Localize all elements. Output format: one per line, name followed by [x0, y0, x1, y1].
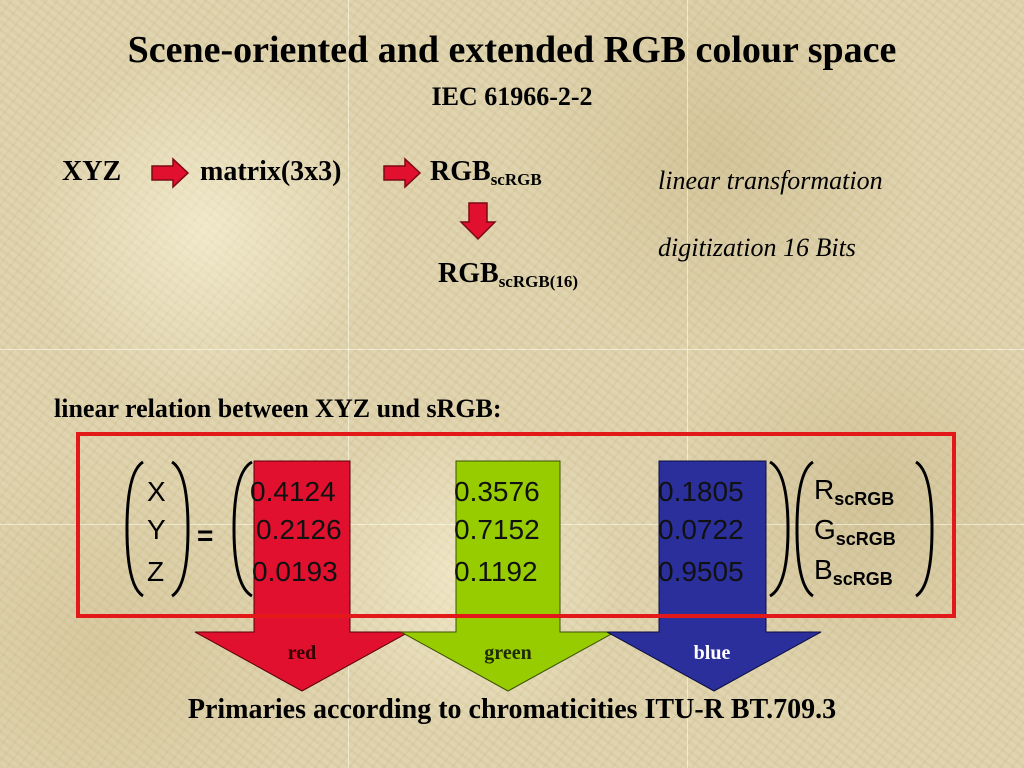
- vector-g: GscRGB: [814, 514, 896, 549]
- red-primary-arrow: [194, 460, 410, 692]
- flow-matrix-label: matrix(3x3): [200, 156, 342, 187]
- right-paren-matrix: [769, 460, 790, 598]
- tile-seam: [348, 0, 349, 768]
- matrix-cell: 0.1805: [658, 476, 744, 507]
- equals-sign: =: [197, 520, 214, 551]
- matrix-cell: 0.0722: [658, 514, 744, 545]
- matrix-cell: 0.0193: [252, 556, 338, 587]
- equation-frame: [76, 432, 956, 618]
- right-paren-xyz: [171, 460, 190, 598]
- matrix-cell: 0.2126: [256, 514, 342, 545]
- flow-xyz-label: XYZ: [62, 156, 122, 187]
- flow-rgb-label: RGBscRGB: [430, 156, 542, 189]
- flow-rgb16-label: RGBscRGB(16): [438, 258, 579, 291]
- vector-r: RscRGB: [814, 474, 895, 509]
- matrix-cell: 0.1192: [454, 556, 538, 587]
- red-arrow-label: red: [287, 642, 317, 664]
- vector-y: Y: [147, 514, 166, 545]
- blue-primary-arrow: [606, 460, 822, 692]
- matrix-cell: 0.4124: [250, 476, 336, 507]
- note-digitization: digitization 16 Bits: [658, 233, 856, 262]
- green-primary-arrow: [400, 460, 616, 692]
- blue-arrow-label: blue: [693, 642, 731, 664]
- vector-z: Z: [147, 556, 165, 587]
- relation-label: linear relation between XYZ und sRGB:: [54, 394, 502, 423]
- right-arrow-icon: [383, 157, 422, 189]
- right-paren-rgb: [915, 460, 934, 598]
- left-paren-rgb: [795, 460, 814, 598]
- vector-x: X: [147, 476, 166, 507]
- matrix-cell: 0.7152: [454, 514, 540, 545]
- matrix-cell: 0.3576: [454, 476, 540, 507]
- tile-seam: [687, 0, 688, 768]
- left-paren-xyz: [125, 460, 144, 598]
- slide-subtitle: IEC 61966-2-2: [431, 82, 593, 111]
- left-paren-matrix: [232, 460, 253, 598]
- slide-title: Scene-oriented and extended RGB colour s…: [127, 29, 897, 71]
- down-arrow-icon: [459, 202, 497, 241]
- right-arrow-icon: [151, 157, 190, 189]
- tile-seam: [0, 349, 1024, 350]
- matrix-cell: 0.9505: [658, 556, 744, 587]
- note-linear-transformation: linear transformation: [658, 166, 883, 195]
- footer-caption: Primaries according to chromaticities IT…: [187, 694, 837, 725]
- green-arrow-label: green: [484, 642, 532, 664]
- vector-b: BscRGB: [814, 554, 893, 589]
